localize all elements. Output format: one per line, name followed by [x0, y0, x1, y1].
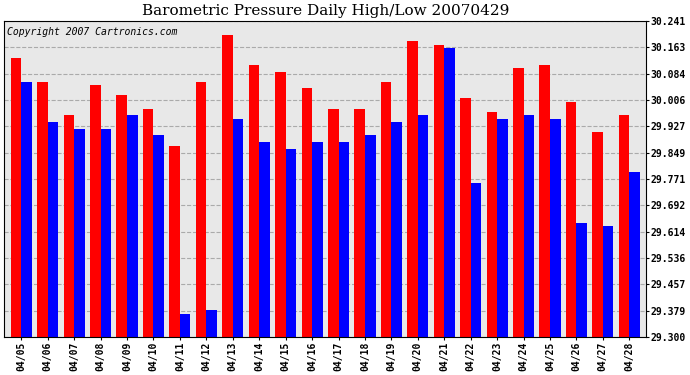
- Bar: [117, 95, 127, 337]
- Bar: [101, 129, 111, 337]
- Bar: [248, 65, 259, 337]
- Bar: [206, 310, 217, 337]
- Bar: [418, 115, 428, 337]
- Bar: [37, 82, 48, 337]
- Bar: [75, 129, 85, 337]
- Bar: [222, 34, 233, 337]
- Bar: [169, 146, 180, 337]
- Bar: [407, 41, 418, 337]
- Bar: [312, 142, 323, 337]
- Bar: [566, 102, 576, 337]
- Bar: [63, 115, 75, 337]
- Bar: [629, 172, 640, 337]
- Bar: [21, 82, 32, 337]
- Bar: [286, 149, 296, 337]
- Bar: [339, 142, 349, 337]
- Bar: [524, 115, 534, 337]
- Bar: [302, 88, 312, 337]
- Bar: [127, 115, 137, 337]
- Bar: [355, 108, 365, 337]
- Bar: [259, 142, 270, 337]
- Bar: [11, 58, 21, 337]
- Text: Copyright 2007 Cartronics.com: Copyright 2007 Cartronics.com: [8, 27, 178, 37]
- Bar: [486, 112, 497, 337]
- Bar: [328, 108, 339, 337]
- Bar: [48, 122, 59, 337]
- Bar: [592, 132, 603, 337]
- Bar: [381, 82, 391, 337]
- Bar: [576, 223, 587, 337]
- Bar: [460, 98, 471, 337]
- Bar: [513, 68, 524, 337]
- Bar: [143, 108, 153, 337]
- Title: Barometric Pressure Daily High/Low 20070429: Barometric Pressure Daily High/Low 20070…: [141, 4, 509, 18]
- Bar: [619, 115, 629, 337]
- Bar: [233, 118, 244, 337]
- Bar: [196, 82, 206, 337]
- Bar: [275, 72, 286, 337]
- Bar: [603, 226, 613, 337]
- Bar: [433, 45, 444, 337]
- Bar: [471, 183, 481, 337]
- Bar: [365, 135, 375, 337]
- Bar: [153, 135, 164, 337]
- Bar: [550, 118, 560, 337]
- Bar: [540, 65, 550, 337]
- Bar: [444, 48, 455, 337]
- Bar: [497, 118, 508, 337]
- Bar: [391, 122, 402, 337]
- Bar: [180, 314, 190, 337]
- Bar: [90, 85, 101, 337]
